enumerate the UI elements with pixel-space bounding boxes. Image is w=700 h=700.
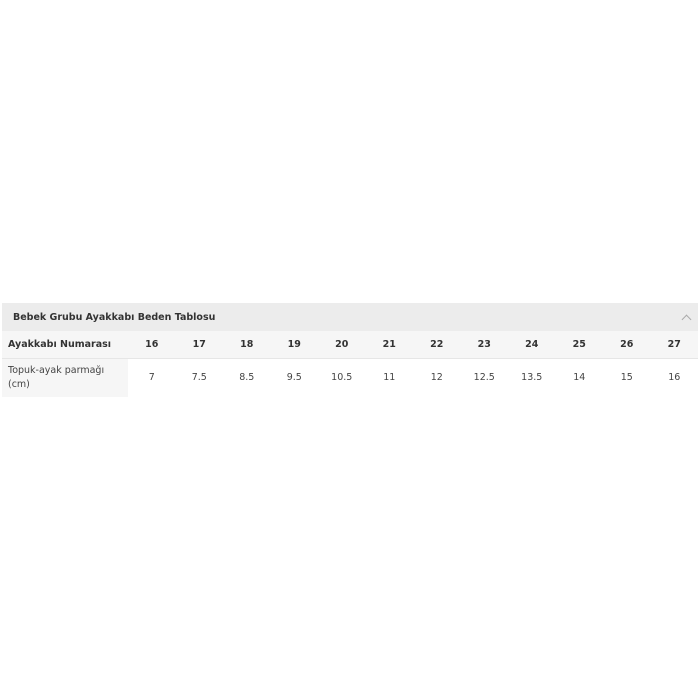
panel-header[interactable]: Bebek Grubu Ayakkabı Beden Tablosu bbox=[2, 303, 698, 331]
chevron-up-icon[interactable] bbox=[681, 314, 692, 324]
table-cell: 9.5 bbox=[286, 372, 302, 384]
table-cell: 15 bbox=[620, 372, 633, 384]
table-cell: 13.5 bbox=[521, 372, 543, 384]
table-cell: 17 bbox=[192, 338, 206, 350]
table-cell: 19 bbox=[287, 338, 301, 350]
table-row: Ayakkabı Numarası 16 17 18 19 20 21 22 23 24 25 26… bbox=[2, 331, 698, 358]
panel-title: Bebek Grubu Ayakkabı Beden Tablosu bbox=[13, 311, 216, 323]
table-cell: 10.5 bbox=[331, 372, 353, 384]
table-cell: 12.5 bbox=[473, 372, 495, 384]
table-cell: 24 bbox=[525, 338, 539, 350]
table-cell: 25 bbox=[572, 338, 586, 350]
table-cell: 22 bbox=[430, 338, 444, 350]
row-label: Ayakkabı Numarası bbox=[8, 338, 112, 350]
table-cell: 18 bbox=[240, 338, 254, 350]
table-cell: 26 bbox=[620, 338, 634, 350]
table-cell: 11 bbox=[383, 372, 396, 384]
table-cell: 12 bbox=[430, 372, 443, 384]
table-cell: 16 bbox=[145, 338, 159, 350]
table-cell: 8.5 bbox=[239, 372, 255, 384]
table-cell: 7 bbox=[148, 372, 155, 384]
table-row: Topuk-ayak parmağı (cm) 7 7.5 8.5 9.5 10.5 11… bbox=[2, 358, 698, 397]
table-cell: 21 bbox=[382, 338, 396, 350]
size-table: Ayakkabı Numarası 16 17 18 19 20 21 22 23 24 25 26… bbox=[2, 331, 698, 397]
table-cell: 27 bbox=[667, 338, 681, 350]
table-cell: 14 bbox=[573, 372, 586, 384]
table-cell: 7.5 bbox=[191, 372, 207, 384]
size-chart-panel: Bebek Grubu Ayakkabı Beden Tablosu Ayakk… bbox=[2, 303, 698, 397]
table-cell: 16 bbox=[668, 372, 681, 384]
table-cell: 20 bbox=[335, 338, 349, 350]
table-cell: 23 bbox=[477, 338, 491, 350]
row-label: Topuk-ayak parmağı (cm) bbox=[2, 358, 128, 397]
